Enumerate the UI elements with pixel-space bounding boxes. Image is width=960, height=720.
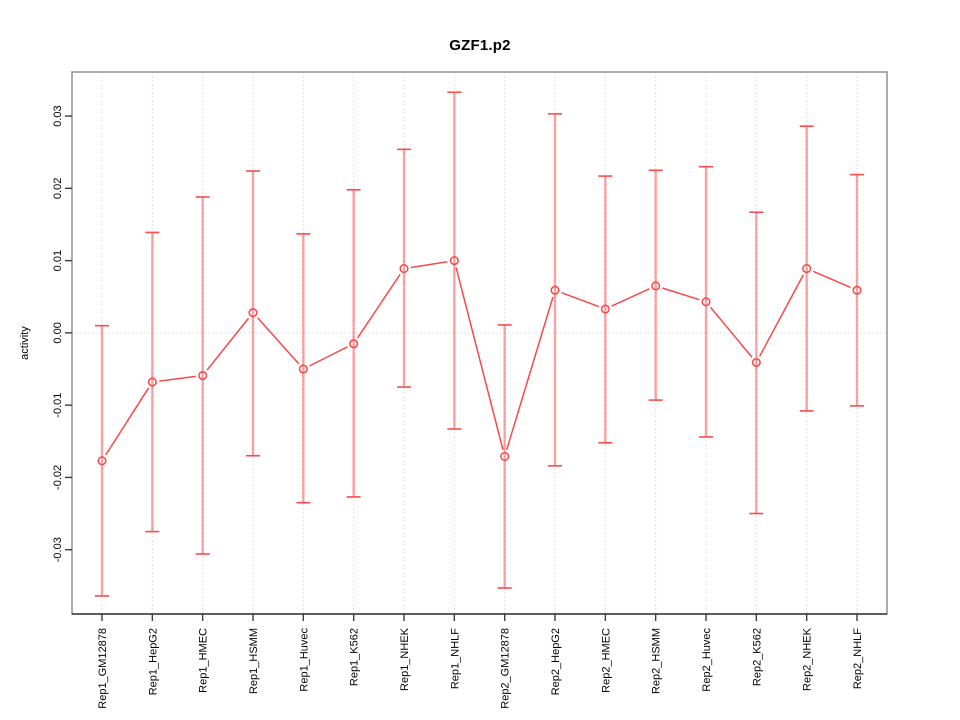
x-tick-label: Rep1_K562 [349,628,361,686]
series-line-segment [709,306,753,358]
x-tick-label: Rep2_NHLF [852,628,864,689]
data-point [802,264,812,274]
data-point [852,285,862,295]
x-tick-label: Rep1_Huvec [298,628,310,692]
y-tick-label: 0.00 [52,322,64,343]
series-line-segment [455,267,504,450]
data-point [399,264,409,274]
data-point [600,304,610,314]
series-line-segment [662,287,700,301]
x-tick-label: Rep1_HSMM [248,628,260,694]
y-tick-label: -0.03 [52,537,64,562]
series-line-segment [505,296,554,450]
plot-frame [71,71,888,615]
series-line-segment [206,317,250,371]
y-tick-label: 0.01 [52,250,64,271]
y-tick-label: -0.01 [52,393,64,418]
series-line-segment [611,288,650,307]
series-line-segment [159,375,196,382]
y-tick-label: 0.02 [52,178,64,199]
x-tick-label: Rep1_NHLF [449,628,461,689]
series-line-segment [356,273,401,339]
series-line-segment [105,387,150,456]
y-tick-label: -0.02 [52,465,64,490]
y-tick-label: 0.03 [52,105,64,126]
data-point [198,370,208,381]
data-point [550,285,560,295]
series-line-segment [812,270,851,289]
x-tick-label: Rep1_HepG2 [147,628,159,695]
x-tick-label: Rep2_HMEC [600,628,612,693]
series-line-segment [309,346,348,367]
x-tick-label: Rep2_GM12878 [500,628,512,709]
data-point [701,297,711,307]
data-point [349,339,359,349]
data-point [751,357,761,368]
series-line-segment [257,317,300,365]
x-tick-label: Rep2_K562 [751,628,763,686]
chart-title: GZF1.p2 [449,37,511,54]
data-point [97,456,107,466]
data-point [651,281,661,291]
series-line-segment [758,274,805,357]
data-point [500,451,510,462]
data-point [248,308,258,318]
series-line-segment [561,291,600,308]
data-point [147,377,157,387]
x-tick-label: Rep1_HMEC [198,628,210,693]
x-tick-label: Rep2_Huvec [701,628,713,692]
data-point [449,256,459,266]
x-tick-label: Rep1_NHEK [399,627,411,691]
x-tick-label: Rep2_HepG2 [550,628,562,695]
data-point [298,364,308,374]
series-line-segment [410,260,448,269]
x-tick-label: Rep2_NHEK [802,627,814,691]
x-tick-label: Rep1_GM12878 [97,628,109,709]
x-tick-label: Rep2_HSMM [651,628,663,694]
